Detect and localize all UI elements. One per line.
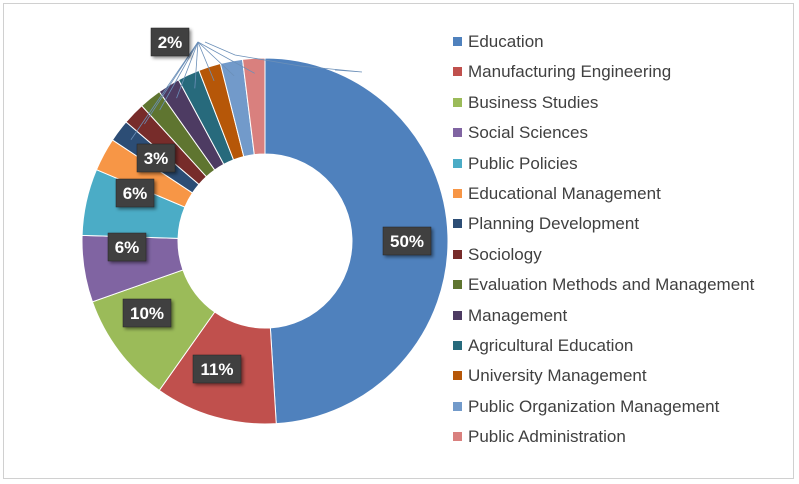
legend-item-public-policies: Public Policies [453,152,793,182]
legend-swatch [453,158,462,168]
data-label-text: 6% [115,238,140,257]
legend-item-agricultural-education: Agricultural Education [453,334,793,364]
data-label-text: 3% [144,149,169,168]
legend-swatch [453,371,462,381]
legend-swatch [453,310,462,320]
leader-line-extra [204,41,363,73]
data-label-educational-management: 3% [136,143,176,173]
legend-item-public-organization-management: Public Organization Management [453,395,793,425]
data-label-text: 6% [123,184,148,203]
data-label-text: 50% [390,232,424,251]
legend-swatch [453,280,462,290]
legend-item-manufacturing-engineering: Manufacturing Engineering [453,60,793,90]
legend-label: Evaluation Methods and Management [468,275,755,295]
legend-label: Public Policies [468,153,578,173]
legend-swatch [453,37,462,46]
leader-line-management [176,41,199,99]
legend-label: Agricultural Education [468,335,634,355]
legend-swatch [453,401,462,411]
legend-label: Sociology [468,244,542,264]
legend-item-sociology: Sociology [453,243,793,273]
data-label-public-policies: 6% [115,178,155,208]
leader-line-public-administration [197,41,255,74]
leader-line-university-management [197,41,215,82]
data-label-business-studies: 10% [122,298,172,328]
legend-label: Public Administration [468,427,626,447]
data-label-box [150,27,190,57]
legend-label: Management [468,305,568,325]
legend-item-university-management: University Management [453,364,793,394]
legend-label: University Management [468,366,647,386]
data-label-box [136,143,176,173]
slice-public-administration [241,57,266,156]
legend-item-public-administration: Public Administration [453,425,793,455]
leader-line-evaluation-methods-and-management [159,41,199,111]
legend-swatch [453,249,462,259]
leader-line-planning-development [130,41,199,140]
leader-line-public-organization-management [197,41,235,77]
data-label-box [115,178,155,208]
data-label-education: 50% [382,226,432,256]
data-label-box [382,226,432,256]
legend-item-evaluation-methods-and-management: Evaluation Methods and Management [453,273,793,303]
legend-label: Social Sciences [468,123,589,143]
chart-legend: Education Manufacturing Engineering Busine… [453,30,793,455]
legend-item-social-sciences: Social Sciences [453,121,793,151]
legend-swatch [453,97,462,107]
legend-swatch [453,67,462,77]
legend-label: Public Organization Management [468,396,720,416]
slice-education [264,57,449,425]
legend-label: Business Studies [468,92,599,112]
legend-label: Education [468,32,544,51]
legend-item-business-studies: Business Studies [453,91,793,121]
data-label-box [192,354,242,384]
data-label-manufacturing-engineering: 11% [192,354,242,384]
legend-label: Educational Management [468,183,661,203]
data-label-text: 2% [158,33,183,52]
data-label-social-sciences: 6% [107,232,147,262]
data-label-text: 11% [200,360,233,379]
legend-swatch [453,219,462,229]
data-label-text: 10% [130,304,164,323]
legend-swatch [453,128,462,138]
legend-swatch [453,340,462,350]
legend-swatch [453,188,462,198]
data-label-public-administration: 2% [150,27,190,57]
leader-line-agricultural-education [194,41,199,89]
legend-swatch [453,432,462,442]
legend-label: Planning Development [468,214,640,234]
data-label-box [122,298,172,328]
legend-item-educational-management: Educational Management [453,182,793,212]
legend-label: Manufacturing Engineering [468,62,672,82]
data-label-box [107,232,147,262]
legend-item-planning-development: Planning Development [453,212,793,242]
legend-item-management: Management [453,304,793,334]
legend-item-education: Education [453,30,793,60]
